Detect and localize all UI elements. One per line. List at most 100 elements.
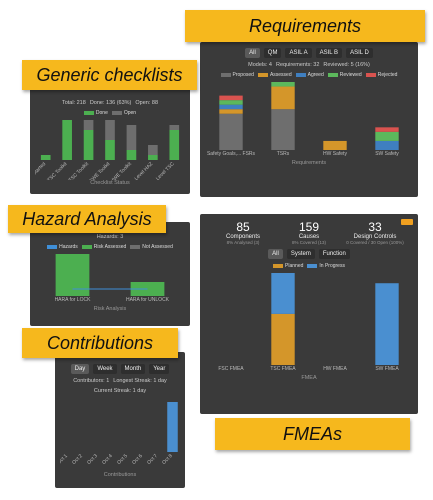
category-label: Oct 6: [131, 453, 144, 466]
badge: [401, 219, 413, 225]
x-axis-title: FMEA: [301, 375, 317, 381]
bar-segment: [219, 104, 243, 110]
tab[interactable]: ASIL D: [346, 48, 373, 58]
stats-row: Total: 218 Done: 136 (63%) Open: 88: [62, 100, 158, 106]
legend-label: Agreed: [307, 72, 324, 78]
bar-segment: [219, 95, 243, 101]
chart: Oct 1 Oct 2 Oct 3 Oct 4 Oct 5 Oct 6 Oct 7 Oct 8: [60, 402, 178, 466]
stat: Done: 136 (63%): [89, 100, 132, 106]
tab[interactable]: Function: [318, 249, 350, 259]
tabs-row: All System Function: [268, 249, 350, 259]
legend-item: Not Assessed: [130, 244, 173, 250]
legend-label: In Progress: [319, 263, 345, 269]
bar-segment: [271, 273, 295, 314]
bar-segment: [126, 125, 137, 150]
legend-item: Assessed: [257, 72, 292, 78]
legend-label: Rejected: [377, 72, 398, 78]
legend: Done Open: [83, 110, 137, 116]
legend: Planned In Progress: [273, 263, 345, 269]
bar-segment: [148, 155, 158, 160]
legend-label: Risk Assessed: [93, 244, 127, 250]
tab[interactable]: ASIL B: [315, 48, 343, 58]
category-label: TSC Toolkit: [46, 161, 69, 180]
legend-label: Hazards: [59, 244, 78, 250]
bar-segment: [375, 131, 399, 141]
category-label: FSC FMEA: [218, 366, 244, 372]
category-label: SW FMEA: [375, 366, 399, 372]
category-label: HARA for UNLOCK: [126, 297, 170, 303]
legend-swatch: [220, 73, 231, 77]
kpi-label: Causes: [298, 234, 320, 240]
legend-label: Assessed: [269, 72, 292, 78]
bar-segment: [271, 82, 295, 87]
legend-item: Hazards: [47, 244, 78, 250]
bar-segment: [169, 125, 180, 130]
tab[interactable]: Month: [120, 364, 146, 374]
bar-segment: [219, 113, 243, 150]
kpi-label: Components: [225, 234, 261, 240]
category-label: Oct 1: [60, 453, 69, 466]
bar-segment: [169, 130, 180, 160]
tab[interactable]: All: [268, 249, 283, 259]
legend-swatch: [47, 245, 58, 249]
bar-segment: [375, 127, 399, 132]
category-label: Oct 8: [161, 453, 174, 466]
tab[interactable]: QM: [263, 48, 282, 58]
category-label: HW FMEA: [323, 366, 347, 372]
category-label: Oct 3: [86, 453, 99, 466]
bar-segment: [126, 150, 137, 160]
chart: HARA for LOCK HARA for UNLOCK: [55, 254, 170, 303]
bar-segment: [375, 283, 399, 365]
legend-item: In Progress: [307, 263, 345, 269]
legend-swatch: [111, 111, 122, 115]
kpi-value: 159: [298, 220, 320, 234]
tab[interactable]: Year: [149, 364, 170, 374]
legend-item: Done: [83, 110, 108, 116]
category-label: SW Safety: [375, 151, 399, 157]
kpi-note: 8% Covered (13): [291, 240, 327, 245]
legend-label: Reviewed: [339, 72, 362, 78]
legend-label: Done: [95, 110, 108, 116]
legend-swatch: [307, 264, 318, 268]
chart: FSC FMEA TSC FMEA HW FMEA SW FMEA: [218, 273, 399, 372]
tab[interactable]: ASIL A: [285, 48, 312, 58]
tab[interactable]: Week: [93, 364, 117, 374]
legend-swatch: [83, 111, 94, 115]
category-label: Oct 7: [146, 453, 159, 466]
legend-swatch: [327, 73, 338, 77]
tab[interactable]: System: [286, 249, 315, 259]
hazard-panel: Hazards: 3 Hazards Risk Assessed Not Assess…: [30, 222, 190, 326]
stat: Hazards: 3: [96, 234, 124, 240]
legend-label: Open: [123, 110, 137, 116]
category-label: HWE Toolkit: [109, 161, 133, 180]
legend-label: Proposed: [232, 72, 254, 78]
tabs-row: Day Week Month Year: [70, 364, 170, 374]
stat: Total: 218: [61, 100, 86, 106]
kpi-label: Design Controls: [353, 234, 397, 240]
stats-row: Models: 4 Requirements: 32 Reviewed: 5 (16…: [248, 62, 370, 68]
contributions-panel: Day Week Month Year Contributors: 1 Longest S…: [55, 352, 185, 488]
category-label: Getting Started: [35, 161, 47, 180]
stat: Contributors: 1: [73, 378, 110, 384]
tab[interactable]: Day: [70, 364, 90, 374]
kpi-value: 85: [236, 220, 250, 234]
stats-row: Hazards: 3: [97, 234, 124, 240]
fmea-panel: 85 Components 8% Analysed (3) 159 Causes 8% C…: [200, 214, 418, 414]
kpi: 159 Causes 8% Covered (13): [278, 220, 340, 245]
stats-row: Contributors: 1 Longest Streak: 1 day Curr…: [59, 378, 181, 394]
legend-item: Risk Assessed: [81, 244, 127, 250]
bar-segment: [83, 130, 94, 160]
bar-segment: [83, 120, 94, 130]
legend: Proposed Assessed Agreed Reviewed Rejected: [220, 72, 398, 78]
legend-swatch: [81, 245, 92, 249]
banner-label: Hazard Analysis: [8, 205, 166, 233]
category-label: Safety Goals,... FSRs: [207, 151, 256, 157]
tab[interactable]: All: [245, 48, 260, 58]
legend-swatch: [365, 73, 376, 77]
category-label: TSC FMEA: [270, 366, 296, 372]
banner-label: FMEAs: [215, 418, 410, 450]
legend-label: Not Assessed: [142, 244, 173, 250]
x-axis-title: Risk Analysis: [93, 306, 127, 312]
stat: Requirements: 32: [275, 62, 320, 68]
